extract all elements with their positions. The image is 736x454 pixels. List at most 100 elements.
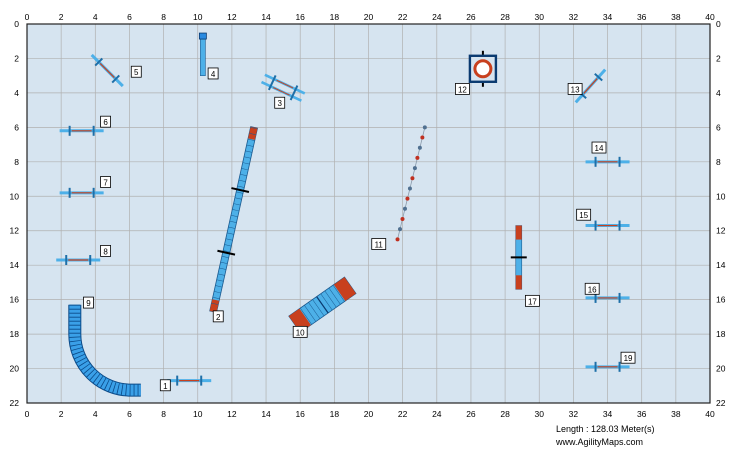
x-tick-label-top: 22: [398, 12, 408, 22]
number-box: [567, 83, 583, 95]
jump-15: [585, 220, 630, 231]
obstacle-number-3: 3: [274, 96, 286, 109]
x-tick-label-top: 18: [330, 12, 340, 22]
y-tick-label-right: 12: [716, 226, 726, 236]
plank-17: [510, 225, 527, 290]
x-tick-label-top: 6: [127, 12, 132, 22]
dogwalk-slat: [234, 197, 242, 200]
y-tick-label-left: 16: [10, 295, 20, 305]
x-tick-label-bottom: 30: [535, 409, 545, 419]
dogwalk-slat: [240, 174, 247, 177]
obstacle-number-19: 19: [620, 351, 636, 364]
dogwalk-slat: [236, 191, 244, 194]
jump-wing-right: [111, 74, 120, 84]
number-box: [292, 325, 308, 338]
aframe-slat: [320, 293, 333, 311]
dogwalk-slat: [227, 232, 234, 235]
number-box: [212, 310, 224, 323]
number-box: [591, 141, 607, 154]
number-text: 7: [103, 178, 108, 187]
jump-14: [585, 156, 630, 167]
dogwalk-slat: [220, 261, 228, 264]
y-tick-label-right: 22: [716, 398, 726, 408]
jump-7: [59, 187, 104, 198]
x-tick-label-bottom: 2: [59, 409, 64, 419]
x-tick-label-top: 30: [535, 12, 545, 22]
jump-1: [167, 375, 212, 386]
dogwalk-slat: [225, 238, 233, 241]
x-tick-label-bottom: 16: [295, 409, 305, 419]
dogwalk-contact-end: [248, 126, 258, 140]
double-jump-pole: [273, 87, 290, 96]
obstacle-number-9: 9: [83, 296, 94, 309]
jump-5: [90, 53, 124, 88]
y-tick-label-left: 0: [14, 19, 19, 29]
y-tick-label-left: 8: [14, 157, 19, 167]
y-tick-label-right: 4: [716, 88, 721, 98]
dogwalk-slat: [229, 220, 237, 223]
plank-contact-top: [515, 225, 522, 240]
seesaw-plank: [200, 35, 206, 76]
number-box: [576, 208, 592, 221]
dogwalk-slat: [249, 133, 257, 136]
tunnel-ribs: [69, 304, 141, 396]
jump-pole: [99, 63, 115, 79]
jump-13: [574, 68, 607, 104]
dogwalk-contact-start: [209, 299, 220, 313]
dogwalk-slat: [223, 250, 231, 253]
obstacle-number-12: 12: [455, 83, 470, 95]
dogwalk-slat: [242, 162, 250, 165]
y-tick-label-left: 14: [10, 260, 20, 270]
seesaw-end: [198, 32, 207, 40]
dogwalk-slat: [237, 185, 245, 188]
dogwalk-slat: [250, 127, 258, 130]
jump-6: [59, 125, 104, 136]
x-tick-label-bottom: 40: [705, 409, 715, 419]
dogwalk-slat: [247, 138, 255, 141]
x-tick-label-top: 14: [261, 12, 271, 22]
number-box: [455, 83, 470, 95]
dogwalk-slat: [221, 256, 229, 259]
obstacle-number-5: 5: [130, 65, 142, 78]
dogwalk-support: [217, 249, 236, 256]
weave-pole: [407, 186, 412, 191]
y-tick-label-left: 12: [10, 226, 20, 236]
obstacle-number-16: 16: [584, 282, 600, 295]
number-text: 13: [571, 85, 580, 94]
y-tick-label-right: 2: [716, 53, 721, 63]
y-tick-label-left: 22: [10, 398, 20, 408]
x-tick-label-bottom: 36: [637, 409, 647, 419]
y-tick-label-left: 4: [14, 88, 19, 98]
x-tick-label-bottom: 32: [569, 409, 579, 419]
number-text: 8: [103, 247, 108, 256]
x-tick-label-bottom: 8: [161, 409, 166, 419]
dogwalk-support: [231, 187, 250, 193]
x-tick-label-bottom: 26: [466, 409, 476, 419]
aframe-slat: [308, 302, 321, 319]
weave-pole: [422, 125, 427, 130]
x-tick-label-bottom: 10: [193, 409, 203, 419]
dogwalk-slat: [224, 244, 232, 247]
double-jump-pole: [276, 79, 294, 89]
aframe-apex: [316, 296, 329, 314]
aframe-10: [288, 276, 357, 334]
double-jump-wing: [289, 85, 299, 101]
x-tick-label-bottom: 28: [500, 409, 510, 419]
obstacle-number-11: 11: [371, 238, 387, 250]
obstacle-number-2: 2: [212, 310, 224, 323]
obstacle-number-10: 10: [292, 325, 308, 338]
number-text: 1: [163, 382, 168, 391]
x-tick-label-bottom: 0: [25, 409, 30, 419]
x-tick-label-bottom: 20: [364, 409, 374, 419]
dogwalk-2: [209, 126, 258, 313]
jump-19: [585, 361, 630, 372]
aframe-slat: [332, 284, 345, 302]
obstacle-number-4: 4: [207, 67, 219, 80]
x-tick-label-top: 0: [25, 12, 30, 22]
number-text: 11: [375, 241, 384, 250]
aframe-slat: [328, 287, 341, 305]
x-tick-label-bottom: 22: [398, 409, 408, 419]
obstacle-number-13: 13: [567, 83, 583, 95]
x-tick-label-top: 28: [500, 12, 510, 22]
